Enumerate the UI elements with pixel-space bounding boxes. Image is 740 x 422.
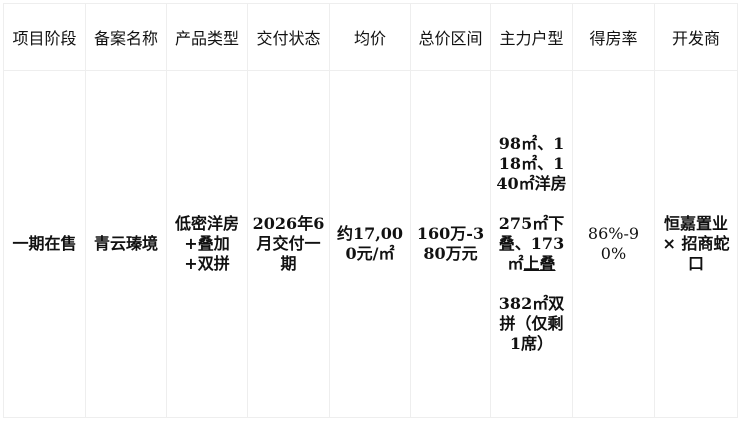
- header-total-price: 总价区间: [410, 3, 491, 71]
- header-delivery: 交付状态: [247, 3, 330, 71]
- project-table: 项目阶段 备案名称 产品类型 交付状态 均价 总价区间 主力户型 得房率 开发商…: [3, 3, 738, 418]
- cell-avg-price: 约17,000元/㎡: [329, 70, 411, 418]
- header-stage: 项目阶段: [3, 3, 86, 71]
- cell-name: 青云瑧境: [85, 70, 167, 418]
- header-developer: 开发商: [654, 3, 738, 71]
- cell-product-type: 低密洋房+叠加+双拼: [166, 70, 248, 418]
- units-duplex: 382㎡双拼（仅剩1席）: [498, 294, 565, 353]
- header-product-type: 产品类型: [166, 3, 248, 71]
- cell-ratio: 86%-90%: [572, 70, 655, 418]
- header-units: 主力户型: [490, 3, 573, 71]
- header-ratio: 得房率: [572, 3, 655, 71]
- header-avg-price: 均价: [329, 3, 411, 71]
- table-row: 一期在售 青云瑧境 低密洋房+叠加+双拼 2026年6月交付一期 约17,000…: [3, 70, 738, 418]
- cell-units: 98㎡、118㎡、140㎡洋房 275㎡下叠、173㎡上叠 382㎡双拼（仅剩1…: [490, 70, 573, 418]
- cell-delivery: 2026年6月交付一期: [247, 70, 330, 418]
- cell-total-price: 160万-380万元: [410, 70, 491, 418]
- units-stacked: 275㎡下叠、173㎡上叠: [494, 214, 569, 274]
- header-name: 备案名称: [85, 3, 167, 71]
- units-stacked-text: 275㎡下叠、173㎡: [498, 214, 565, 273]
- cell-developer: 恒嘉置业 × 招商蛇口: [654, 70, 738, 418]
- units-villa: 98㎡、118㎡、140㎡洋房: [496, 134, 567, 193]
- header-row: 项目阶段 备案名称 产品类型 交付状态 均价 总价区间 主力户型 得房率 开发商: [3, 3, 738, 71]
- cell-stage: 一期在售: [3, 70, 86, 418]
- units-upper-stack-link[interactable]: 上叠: [523, 254, 556, 273]
